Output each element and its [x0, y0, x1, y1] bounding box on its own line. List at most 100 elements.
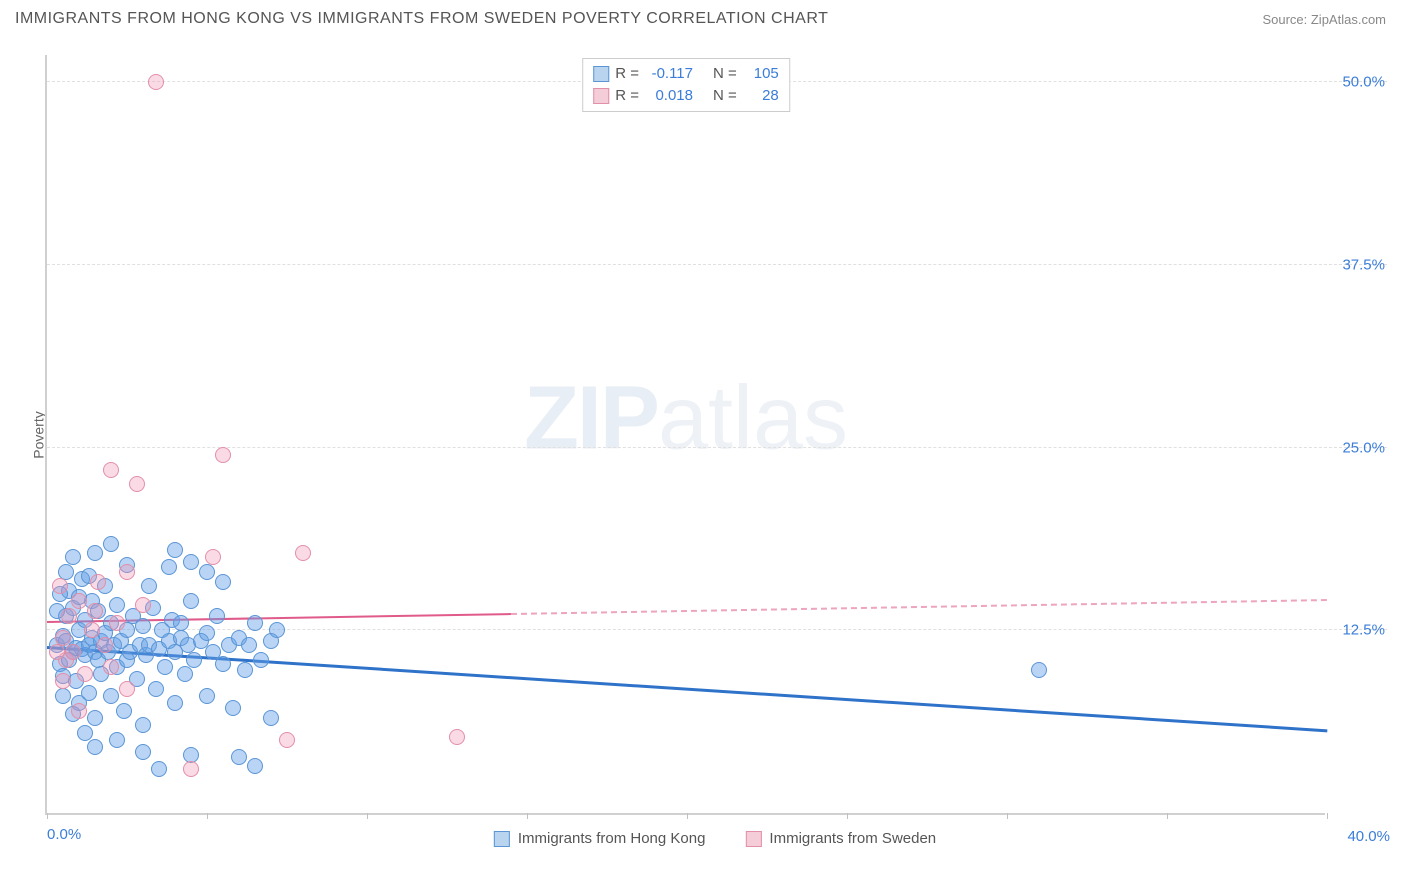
correlation-legend: R = -0.117 N = 105R = 0.018 N = 28: [582, 58, 790, 112]
data-point: [449, 729, 465, 745]
x-tick: [1327, 813, 1328, 819]
data-point: [119, 564, 135, 580]
n-label: N =: [713, 63, 737, 85]
y-tick-label: 25.0%: [1342, 439, 1385, 456]
r-value: -0.117: [645, 63, 693, 85]
data-point: [58, 564, 74, 580]
x-tick: [1167, 813, 1168, 819]
r-label: R =: [615, 63, 639, 85]
data-point: [90, 574, 106, 590]
data-point: [135, 717, 151, 733]
data-point: [167, 542, 183, 558]
data-point: [71, 703, 87, 719]
data-point: [103, 462, 119, 478]
data-point: [119, 681, 135, 697]
x-tick: [527, 813, 528, 819]
data-point: [148, 74, 164, 90]
data-point: [103, 688, 119, 704]
plot-area: ZIPatlas 12.5%25.0%37.5%50.0% R =-0.117N…: [45, 55, 1325, 815]
x-tick: [207, 813, 208, 819]
data-point: [237, 662, 253, 678]
watermark: ZIPatlas: [524, 367, 848, 470]
data-point: [55, 688, 71, 704]
data-point: [215, 656, 231, 672]
data-point: [148, 681, 164, 697]
watermark-zip: ZIP: [524, 368, 658, 468]
data-point: [173, 615, 189, 631]
data-point: [61, 608, 77, 624]
data-point: [247, 758, 263, 774]
legend-swatch: [494, 831, 510, 847]
data-point: [87, 545, 103, 561]
data-point: [109, 597, 125, 613]
data-point: [87, 710, 103, 726]
data-point: [253, 652, 269, 668]
data-point: [55, 673, 71, 689]
data-point: [151, 761, 167, 777]
data-point: [177, 666, 193, 682]
data-point: [77, 725, 93, 741]
data-point: [209, 608, 225, 624]
x-tick: [1007, 813, 1008, 819]
data-point: [65, 549, 81, 565]
data-point: [103, 536, 119, 552]
data-point: [161, 559, 177, 575]
legend-item: Immigrants from Sweden: [745, 830, 936, 847]
r-value: 0.018: [645, 85, 693, 107]
legend-item: Immigrants from Hong Kong: [494, 830, 706, 847]
data-point: [97, 637, 113, 653]
x-tick-0: 0.0%: [47, 826, 81, 843]
data-point: [81, 685, 97, 701]
data-point: [263, 710, 279, 726]
n-label: N =: [713, 85, 737, 107]
source-label: Source: ZipAtlas.com: [1262, 12, 1386, 27]
y-tick-label: 37.5%: [1342, 256, 1385, 273]
x-tick: [847, 813, 848, 819]
data-point: [135, 597, 151, 613]
data-point: [65, 644, 81, 660]
legend-swatch: [745, 831, 761, 847]
data-point: [55, 630, 71, 646]
data-point: [247, 615, 263, 631]
x-tick-40: 40.0%: [1347, 828, 1390, 845]
data-point: [183, 747, 199, 763]
watermark-atlas: atlas: [658, 368, 848, 468]
series-legend: Immigrants from Hong Kong Immigrants from…: [494, 830, 936, 847]
legend-top-row: R =0.018N =28: [593, 85, 779, 107]
data-point: [225, 700, 241, 716]
y-tick-label: 50.0%: [1342, 74, 1385, 91]
data-point: [183, 554, 199, 570]
data-point: [205, 549, 221, 565]
legend-swatch: [593, 66, 609, 82]
data-point: [186, 652, 202, 668]
data-point: [157, 659, 173, 675]
x-tick: [47, 813, 48, 819]
data-point: [199, 688, 215, 704]
n-value: 28: [743, 85, 779, 107]
n-value: 105: [743, 63, 779, 85]
data-point: [87, 739, 103, 755]
data-point: [109, 732, 125, 748]
data-point: [129, 476, 145, 492]
data-point: [231, 749, 247, 765]
data-point: [167, 695, 183, 711]
data-point: [103, 659, 119, 675]
data-point: [109, 615, 125, 631]
data-point: [295, 545, 311, 561]
data-point: [183, 761, 199, 777]
y-tick-label: 12.5%: [1342, 622, 1385, 639]
data-point: [84, 622, 100, 638]
gridline: [47, 629, 1387, 630]
data-point: [199, 564, 215, 580]
data-point: [87, 603, 103, 619]
data-point: [141, 578, 157, 594]
x-tick: [687, 813, 688, 819]
legend-top-row: R = -0.117 N = 105: [593, 63, 779, 85]
gridline: [47, 447, 1387, 448]
trend-line: [511, 599, 1327, 615]
x-tick: [367, 813, 368, 819]
data-point: [71, 593, 87, 609]
series-name: Immigrants from Hong Kong: [518, 830, 706, 847]
series-name: Immigrants from Sweden: [769, 830, 936, 847]
chart-title: IMMIGRANTS FROM HONG KONG VS IMMIGRANTS …: [15, 10, 828, 28]
